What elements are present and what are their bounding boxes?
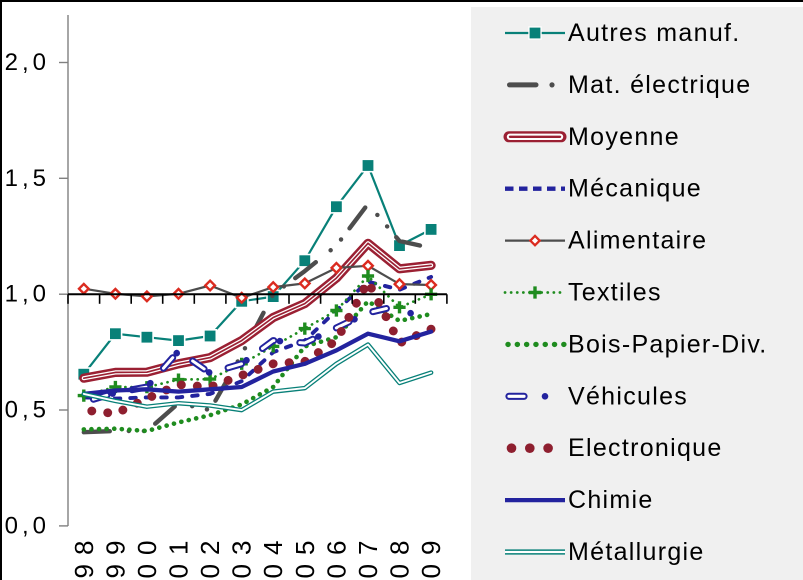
svg-text:00: 00 <box>132 532 162 579</box>
svg-text:Bois-Papier-Div.: Bois-Papier-Div. <box>568 330 768 358</box>
svg-text:Moyenne: Moyenne <box>568 123 680 151</box>
svg-text:Mécanique: Mécanique <box>568 175 702 203</box>
svg-text:Chimie: Chimie <box>568 486 654 514</box>
svg-text:0,0: 0,0 <box>5 512 50 539</box>
svg-text:0,5: 0,5 <box>5 397 50 424</box>
svg-text:2,0: 2,0 <box>5 49 50 76</box>
svg-text:07: 07 <box>353 532 383 579</box>
svg-text:06: 06 <box>321 532 351 579</box>
svg-text:Textiles: Textiles <box>568 279 662 307</box>
svg-text:1,5: 1,5 <box>5 165 50 192</box>
svg-text:Mat. électrique: Mat. électrique <box>568 71 751 99</box>
svg-text:Alimentaire: Alimentaire <box>568 227 707 255</box>
svg-text:08: 08 <box>385 532 415 579</box>
svg-text:02: 02 <box>195 532 225 579</box>
svg-text:03: 03 <box>227 532 257 579</box>
svg-text:04: 04 <box>258 532 288 579</box>
svg-text:1,0: 1,0 <box>5 281 50 308</box>
svg-text:99: 99 <box>100 532 130 579</box>
svg-text:Véhicules: Véhicules <box>568 382 688 410</box>
svg-text:09: 09 <box>416 532 446 579</box>
svg-text:Métallurgie: Métallurgie <box>568 538 705 566</box>
svg-text:Autres manuf.: Autres manuf. <box>568 19 741 47</box>
svg-text:05: 05 <box>290 532 320 579</box>
svg-text:01: 01 <box>164 532 194 579</box>
svg-text:98: 98 <box>69 532 99 579</box>
svg-text:Electronique: Electronique <box>568 434 723 462</box>
